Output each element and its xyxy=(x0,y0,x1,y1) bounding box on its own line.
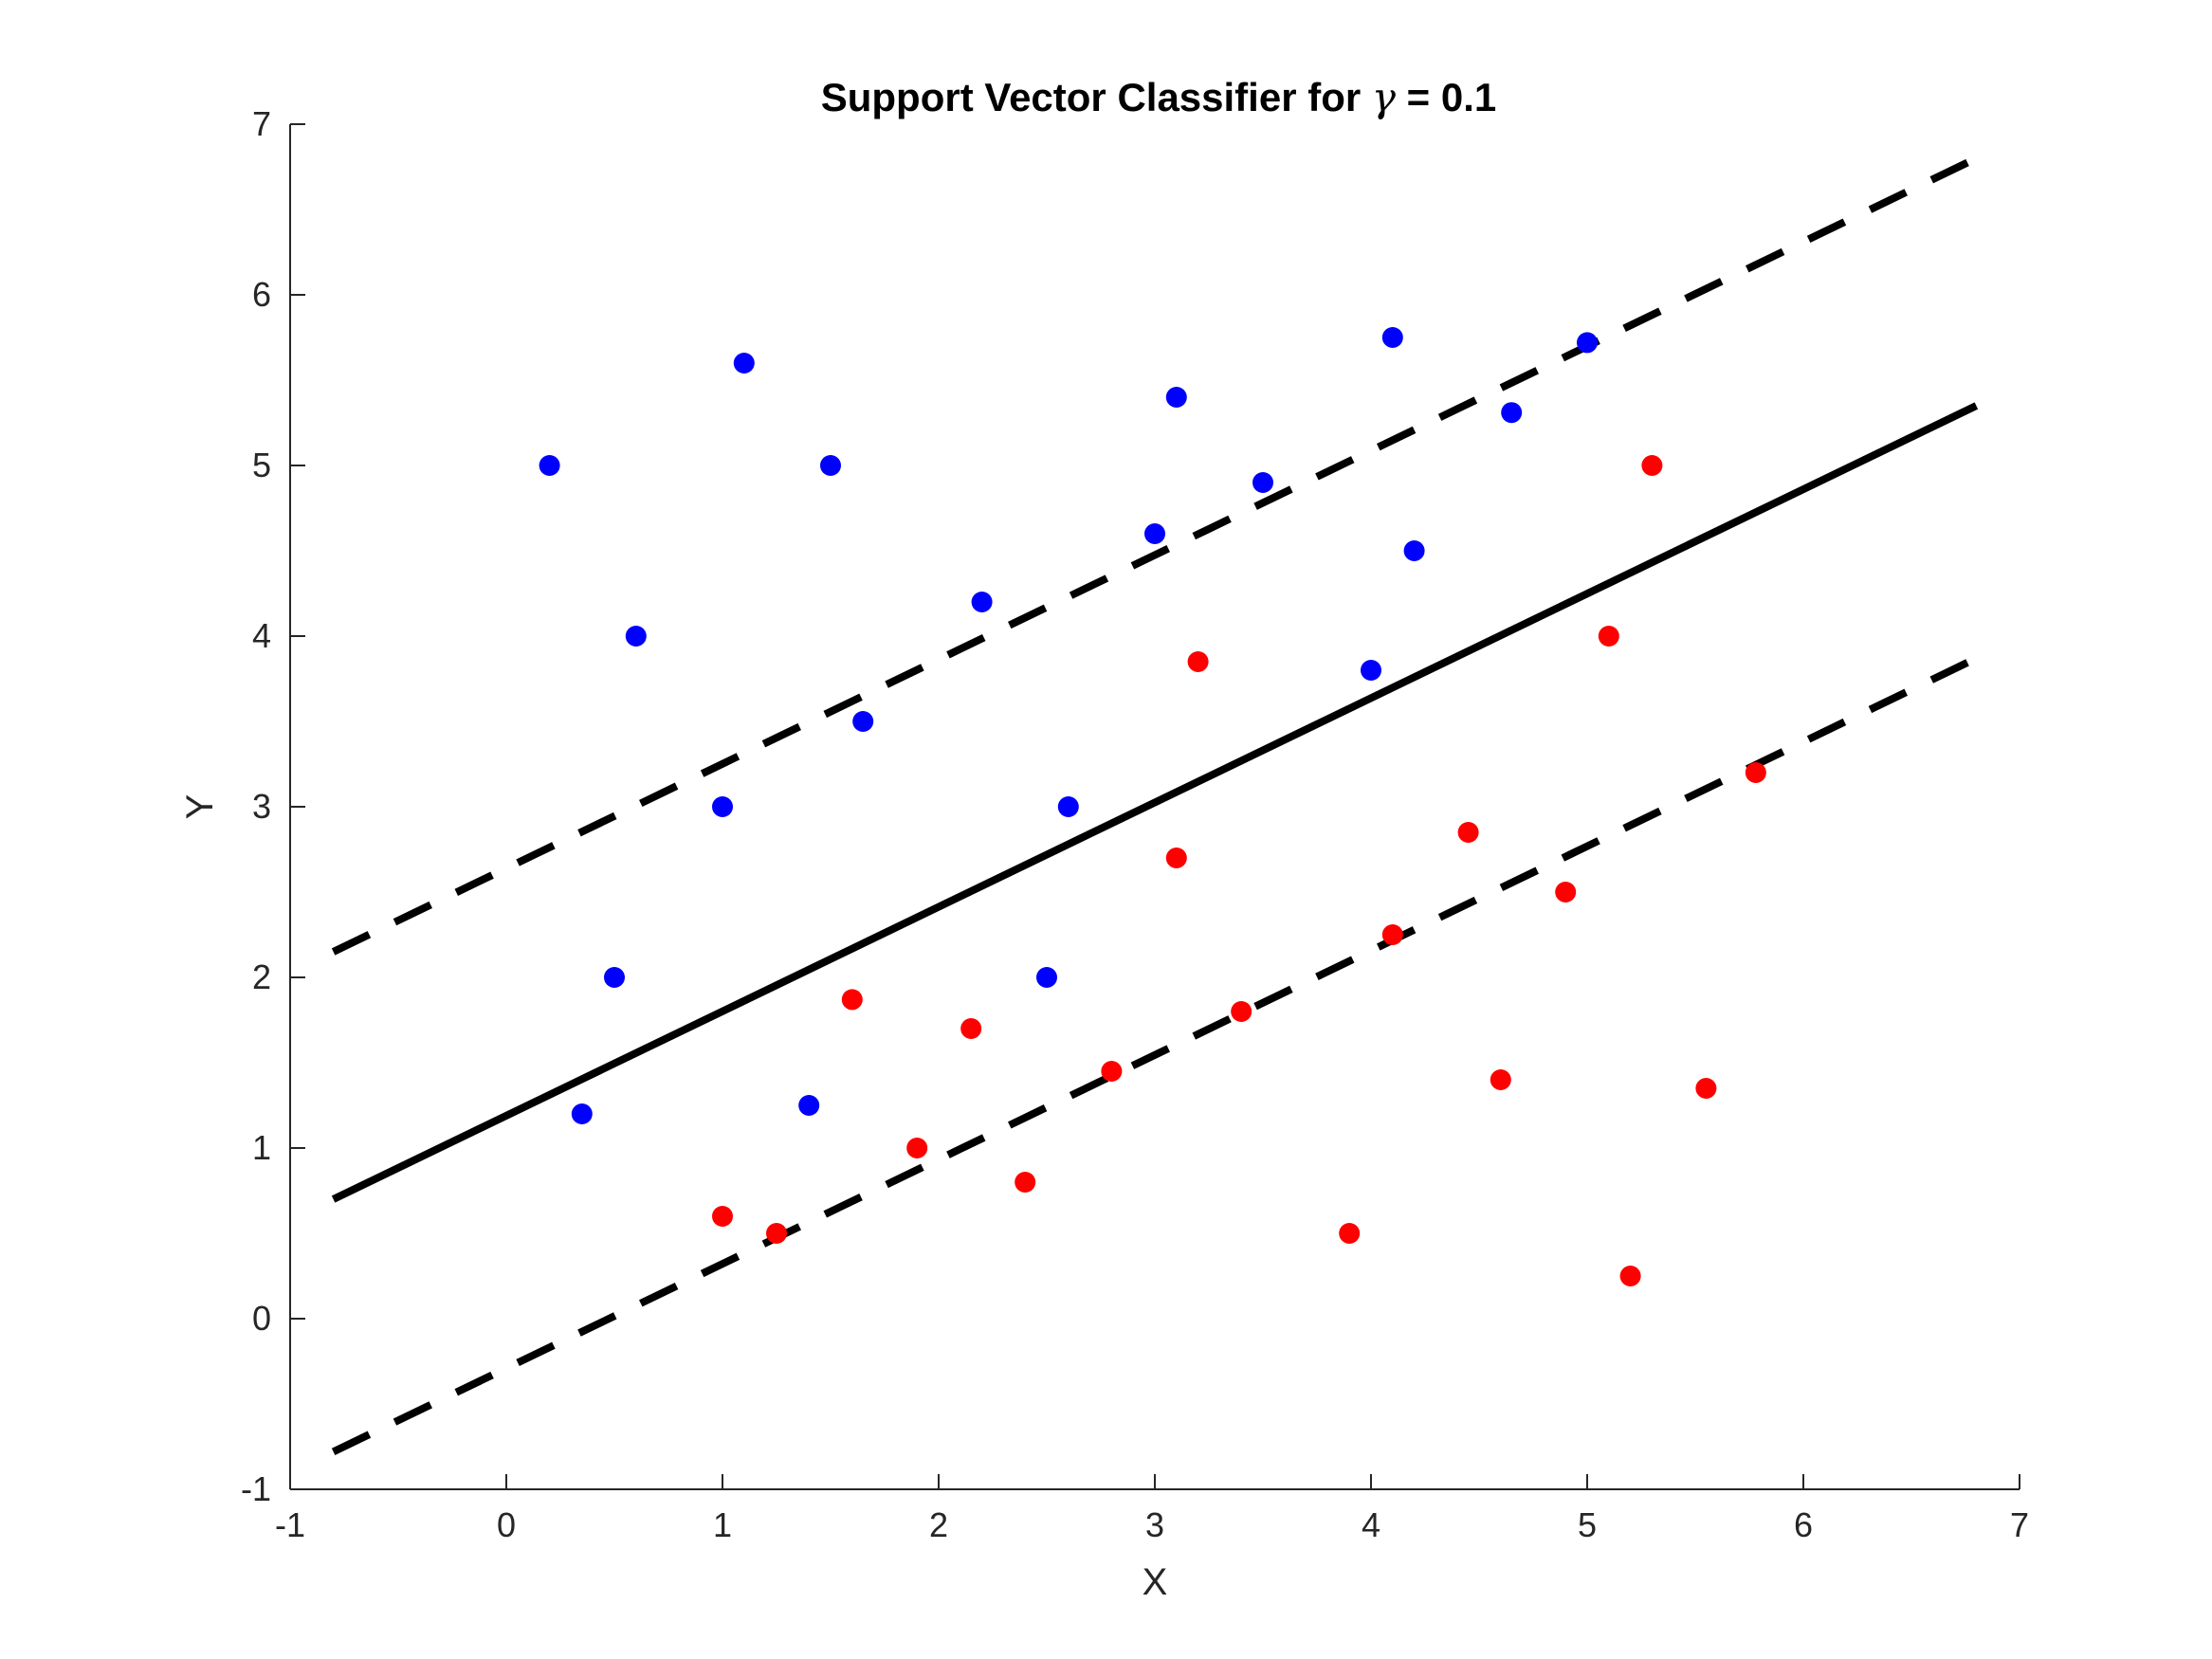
y-tick-label: -1 xyxy=(241,1469,271,1508)
y-tick-label: 3 xyxy=(252,787,271,826)
blue-point xyxy=(1144,523,1165,544)
blue-point xyxy=(571,1103,593,1124)
x-ticks: -1 0 1 2 3 4 5 6 7 xyxy=(275,1474,2029,1544)
decision-boundary-line xyxy=(331,402,1979,1203)
lower-margin-line xyxy=(331,654,1979,1456)
y-tick-label: 7 xyxy=(252,104,271,143)
red-point xyxy=(1339,1223,1361,1244)
x-tick-label: 4 xyxy=(1362,1505,1380,1544)
blue-point xyxy=(1577,332,1598,354)
x-tick-label: 5 xyxy=(1578,1505,1597,1544)
x-tick-label: 2 xyxy=(929,1505,948,1544)
blue-point xyxy=(1381,327,1403,348)
blue-point xyxy=(1057,796,1079,817)
red-point xyxy=(1598,626,1619,647)
red-point xyxy=(1187,651,1209,672)
y-ticks: -1 0 1 2 3 4 5 6 7 xyxy=(241,104,305,1508)
red-point xyxy=(1457,822,1479,843)
chart-title-prefix: Support Vector Classifier for xyxy=(821,75,1372,119)
red-point xyxy=(712,1206,733,1227)
x-axis-label: X xyxy=(1143,1561,1168,1603)
x-tick-label: 0 xyxy=(497,1505,516,1544)
blue-point xyxy=(820,455,841,476)
blue-point xyxy=(539,455,560,476)
x-tick-label: -1 xyxy=(275,1505,305,1544)
y-tick-label: 1 xyxy=(252,1128,271,1167)
red-point xyxy=(1490,1069,1511,1090)
blue-point xyxy=(1501,402,1523,424)
upper-margin-line xyxy=(331,155,1979,956)
data-points xyxy=(539,327,1766,1286)
chart-title-suffix: = 0.1 xyxy=(1396,75,1496,119)
blue-point xyxy=(1036,967,1057,988)
blue-point xyxy=(852,711,874,732)
red-point xyxy=(1619,1266,1641,1286)
blue-point xyxy=(712,796,733,817)
x-tick-label: 1 xyxy=(713,1505,732,1544)
red-point xyxy=(1641,455,1663,476)
decision-lines xyxy=(331,155,1979,1456)
red-point xyxy=(1101,1061,1123,1082)
red-point xyxy=(1745,762,1766,783)
y-tick-label: 4 xyxy=(252,616,271,655)
blue-point xyxy=(971,592,993,612)
red-point xyxy=(1695,1078,1717,1099)
chart-title: Support Vector Classifier for γ = 0.1 xyxy=(821,74,1497,120)
y-tick-label: 6 xyxy=(252,275,271,314)
red-point xyxy=(960,1018,982,1039)
blue-point xyxy=(625,626,647,647)
red-point xyxy=(766,1223,787,1244)
red-point xyxy=(841,989,863,1011)
blue-point xyxy=(798,1095,820,1116)
x-tick-label: 7 xyxy=(2010,1505,2029,1544)
red-point xyxy=(906,1138,928,1158)
y-tick-label: 0 xyxy=(252,1299,271,1338)
gamma-symbol: γ xyxy=(1372,74,1397,120)
y-tick-label: 2 xyxy=(252,957,271,996)
blue-point xyxy=(733,353,755,374)
red-point xyxy=(1231,1001,1252,1022)
axes xyxy=(289,124,2020,1490)
blue-point xyxy=(1252,472,1273,493)
y-tick-label: 5 xyxy=(252,446,271,484)
x-tick-label: 6 xyxy=(1794,1505,1813,1544)
y-axis-label: Y xyxy=(179,794,221,820)
red-point xyxy=(1015,1172,1036,1193)
blue-point xyxy=(1361,660,1381,681)
red-point xyxy=(1381,924,1403,945)
blue-point xyxy=(1403,540,1425,561)
red-point xyxy=(1165,848,1187,868)
blue-point xyxy=(604,967,625,988)
red-point xyxy=(1555,882,1577,902)
blue-point xyxy=(1165,387,1187,408)
x-tick-label: 3 xyxy=(1145,1505,1164,1544)
